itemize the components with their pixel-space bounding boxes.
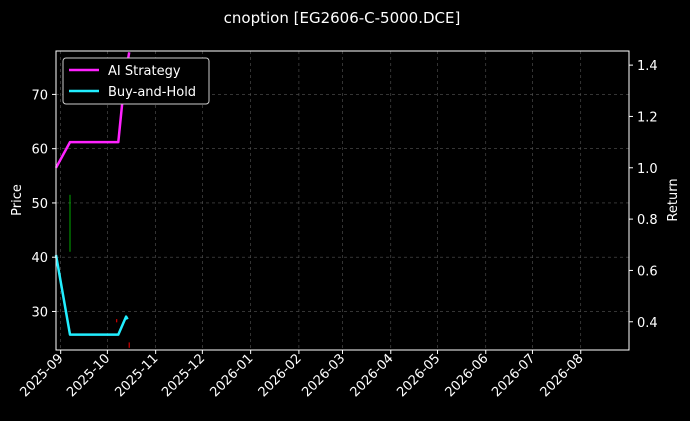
y-axis-label-left: Price [10, 184, 25, 216]
x-tick-label: 2025-10 [64, 351, 113, 400]
x-tick-label: 2026-06 [443, 351, 492, 400]
legend-box [62, 57, 210, 105]
y-tick-label-right: 0.4 [637, 316, 658, 331]
y-tick-label-right: 0.8 [637, 213, 658, 228]
y-tick-label-right: 0.6 [637, 264, 658, 279]
y-tick-label-left: 70 [31, 88, 48, 103]
legend: AI Strategy Buy-and-Hold [62, 57, 210, 105]
legend-label-buy-and-hold: Buy-and-Hold [108, 85, 196, 100]
x-tick-label: 2026-07 [489, 351, 538, 400]
x-tick-label: 2025-09 [17, 351, 66, 400]
y-tick-label-left: 40 [31, 251, 48, 266]
x-tick-label: 2025-12 [159, 351, 208, 400]
x-tick-label: 2026-04 [348, 351, 397, 400]
y-axis-label-right: Return [666, 178, 681, 221]
x-tick-label: 2026-03 [299, 351, 348, 400]
y-tick-label-left: 50 [31, 197, 48, 212]
y-tick-label-right: 1.2 [637, 110, 658, 125]
legend-label-ai-strategy: AI Strategy [108, 64, 181, 79]
series-line-buy-and-hold [54, 254, 129, 336]
x-tick-label: 2025-11 [112, 351, 161, 400]
chart-title: cnoption [EG2606-C-5000.DCE] [224, 9, 461, 27]
y-axis-right: 0.4 0.6 0.8 1.0 1.2 1.4 [629, 59, 658, 331]
y-tick-label-right: 1.4 [637, 59, 658, 74]
x-tick-label: 2026-08 [538, 351, 587, 400]
candles [69, 194, 130, 348]
x-tick-label: 2026-05 [394, 351, 443, 400]
x-tick-label: 2026-01 [207, 351, 256, 400]
y-axis-left: 30 40 50 60 70 [31, 88, 56, 320]
y-tick-label-left: 60 [31, 143, 48, 158]
x-tick-label: 2026-02 [256, 351, 305, 400]
y-tick-label-right: 1.0 [637, 162, 658, 177]
y-tick-label-left: 30 [31, 305, 48, 320]
